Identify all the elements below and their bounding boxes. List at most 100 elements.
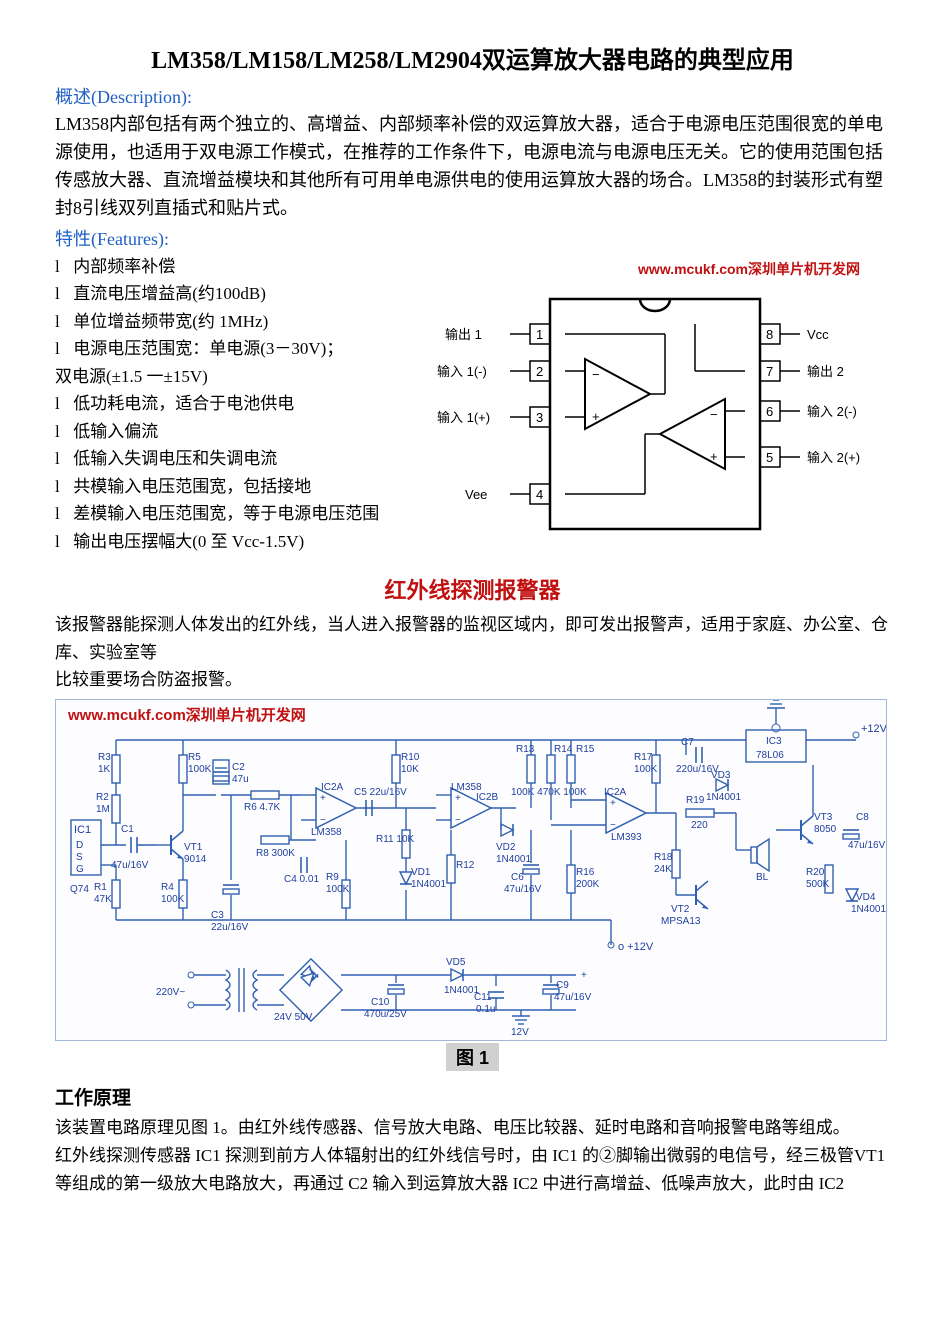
svg-text:−: − <box>710 407 718 422</box>
svg-text:220: 220 <box>691 820 708 831</box>
circuit-svg: + − <box>56 700 886 1040</box>
page-title: LM358/LM158/LM258/LM2904双运算放大器电路的典型应用 <box>55 40 890 75</box>
figure-label: 图 1 <box>446 1043 499 1071</box>
svg-text:R12: R12 <box>456 860 475 871</box>
feature-item: l 低功耗电流，适合于电池供电 <box>55 390 425 418</box>
svg-text:470u/25V: 470u/25V <box>364 1009 407 1020</box>
svg-text:IC2A: IC2A <box>604 787 627 798</box>
svg-text:R14: R14 <box>554 744 573 755</box>
svg-text:R13: R13 <box>516 744 535 755</box>
svg-text:8: 8 <box>766 327 773 342</box>
svg-text:D: D <box>76 840 83 851</box>
svg-text:R18: R18 <box>654 852 673 863</box>
svg-text:100K: 100K <box>634 764 658 775</box>
svg-text:1N4001: 1N4001 <box>706 792 741 803</box>
pinout-diagram: www.mcukf.com深圳单片机开发网 − + − + <box>435 259 890 554</box>
svg-text:MPSA13: MPSA13 <box>661 916 701 927</box>
svg-text:C2: C2 <box>232 762 245 773</box>
svg-text:IC2B: IC2B <box>476 792 499 803</box>
pin-3: 3 输入 1(+) <box>437 407 550 427</box>
feature-item: l 低输入失调电压和失调电流 <box>55 445 425 473</box>
svg-text:R1: R1 <box>94 882 107 893</box>
feature-item: l 内部频率补偿 <box>55 253 425 281</box>
svg-text:输入 1(+): 输入 1(+) <box>437 410 490 425</box>
svg-text:47K: 47K <box>94 894 112 905</box>
svg-text:1N4001: 1N4001 <box>496 854 531 865</box>
svg-text:+12V: +12V <box>861 723 886 735</box>
principle-line1: 该装置电路原理见图 1。由红外线传感器、信号放大电路、电压比较器、延时电路和音响… <box>55 1114 890 1142</box>
pin-7: 7 输出 2 <box>760 361 844 381</box>
figure-label-wrap: 图 1 <box>55 1039 890 1071</box>
svg-text:S: S <box>76 852 83 863</box>
svg-text:7: 7 <box>766 364 773 379</box>
svg-text:220V~: 220V~ <box>156 987 185 998</box>
svg-text:0.1u: 0.1u <box>476 1004 495 1015</box>
svg-text:9014: 9014 <box>184 854 207 865</box>
svg-text:VD3: VD3 <box>711 770 731 781</box>
svg-text:VT1: VT1 <box>184 842 203 853</box>
intro-section: 该报警器能探测人体发出的红外线，当人进入报警器的监视区域内，即可发出报警声，适用… <box>55 611 890 693</box>
svg-text:输入 2(-): 输入 2(-) <box>807 404 857 419</box>
power-supply: 220V~ 24V 50V <box>156 957 592 1038</box>
svg-text:LM358: LM358 <box>311 827 342 838</box>
svg-text:IC1: IC1 <box>74 824 91 836</box>
svg-text:6: 6 <box>766 404 773 419</box>
svg-text:R20: R20 <box>806 867 825 878</box>
document-page: LM358/LM158/LM258/LM2904双运算放大器电路的典型应用 概述… <box>0 0 945 1228</box>
features-label: 特性(Features): <box>55 225 890 251</box>
svg-text:R10: R10 <box>401 752 420 763</box>
feature-item: l 低输入偏流 <box>55 418 425 446</box>
svg-text:IC2A: IC2A <box>321 782 344 793</box>
svg-text:IC3: IC3 <box>766 736 782 747</box>
svg-text:VD4: VD4 <box>856 892 876 903</box>
svg-text:1N4001: 1N4001 <box>851 904 886 915</box>
svg-text:100K 470K 100K: 100K 470K 100K <box>511 787 587 798</box>
svg-text:R6 4.7K: R6 4.7K <box>244 802 280 813</box>
svg-text:C11: C11 <box>474 992 492 1003</box>
svg-text:1N4001: 1N4001 <box>411 879 446 890</box>
svg-text:Vcc: Vcc <box>807 327 829 342</box>
svg-text:R9: R9 <box>326 872 339 883</box>
svg-text:C6: C6 <box>511 872 524 883</box>
svg-text:VD2: VD2 <box>496 842 516 853</box>
svg-text:VD1: VD1 <box>411 867 431 878</box>
svg-text:输入 1(-): 输入 1(-) <box>437 364 487 379</box>
svg-text:C10: C10 <box>371 997 390 1008</box>
svg-text:R15: R15 <box>576 744 595 755</box>
svg-text:24K: 24K <box>654 864 672 875</box>
pinout-watermark: www.mcukf.com深圳单片机开发网 <box>435 259 890 279</box>
svg-text:3: 3 <box>536 410 543 425</box>
svg-text:C9: C9 <box>556 980 569 991</box>
svg-text:R19: R19 <box>686 795 705 806</box>
svg-text:o +12V: o +12V <box>618 941 654 953</box>
description-label: 概述(Description): <box>55 83 890 109</box>
svg-text:500K: 500K <box>806 879 830 890</box>
principle-section: 该装置电路原理见图 1。由红外线传感器、信号放大电路、电压比较器、延时电路和音响… <box>55 1114 890 1198</box>
feature-item: l 电源电压范围宽：单电源(3－30V)； <box>55 335 425 363</box>
features-row: l 内部频率补偿 l 直流电压增益高(约100dB) l 单位增益频带宽(约 1… <box>55 253 890 556</box>
svg-text:C5 22u/16V: C5 22u/16V <box>354 787 407 798</box>
svg-text:22u/16V: 22u/16V <box>211 922 249 933</box>
svg-text:47u: 47u <box>232 774 249 785</box>
svg-text:2: 2 <box>536 364 543 379</box>
pin-6: 6 输入 2(-) <box>760 401 857 421</box>
svg-text:VT2: VT2 <box>671 904 690 915</box>
svg-text:24V 50V: 24V 50V <box>274 1012 313 1023</box>
pin-1: 1 输出 1 <box>445 324 550 344</box>
features-list: l 内部频率补偿 l 直流电压增益高(约100dB) l 单位增益频带宽(约 1… <box>55 253 425 556</box>
svg-text:100K: 100K <box>188 764 212 775</box>
svg-text:47u/16V: 47u/16V <box>504 884 542 895</box>
svg-text:C4 0.01: C4 0.01 <box>284 874 319 885</box>
svg-text:100K: 100K <box>161 894 185 905</box>
svg-text:输入 2(+): 输入 2(+) <box>807 450 860 465</box>
svg-text:1K: 1K <box>98 764 111 775</box>
pin-5: 5 输入 2(+) <box>760 447 860 467</box>
description-body: LM358内部包括有两个独立的、高增益、内部频率补偿的双运算放大器，适合于电源电… <box>55 111 890 223</box>
svg-text:VD5: VD5 <box>446 957 466 968</box>
intro-line2: 比较重要场合防盗报警。 <box>55 666 890 693</box>
svg-text:R3: R3 <box>98 752 111 763</box>
svg-text:C7: C7 <box>681 737 694 748</box>
description-section: 概述(Description): LM358内部包括有两个独立的、高增益、内部频… <box>55 83 890 223</box>
svg-text:Q74: Q74 <box>70 884 89 895</box>
svg-text:www.mcukf.com深圳单片机开发网: www.mcukf.com深圳单片机开发网 <box>67 706 306 724</box>
